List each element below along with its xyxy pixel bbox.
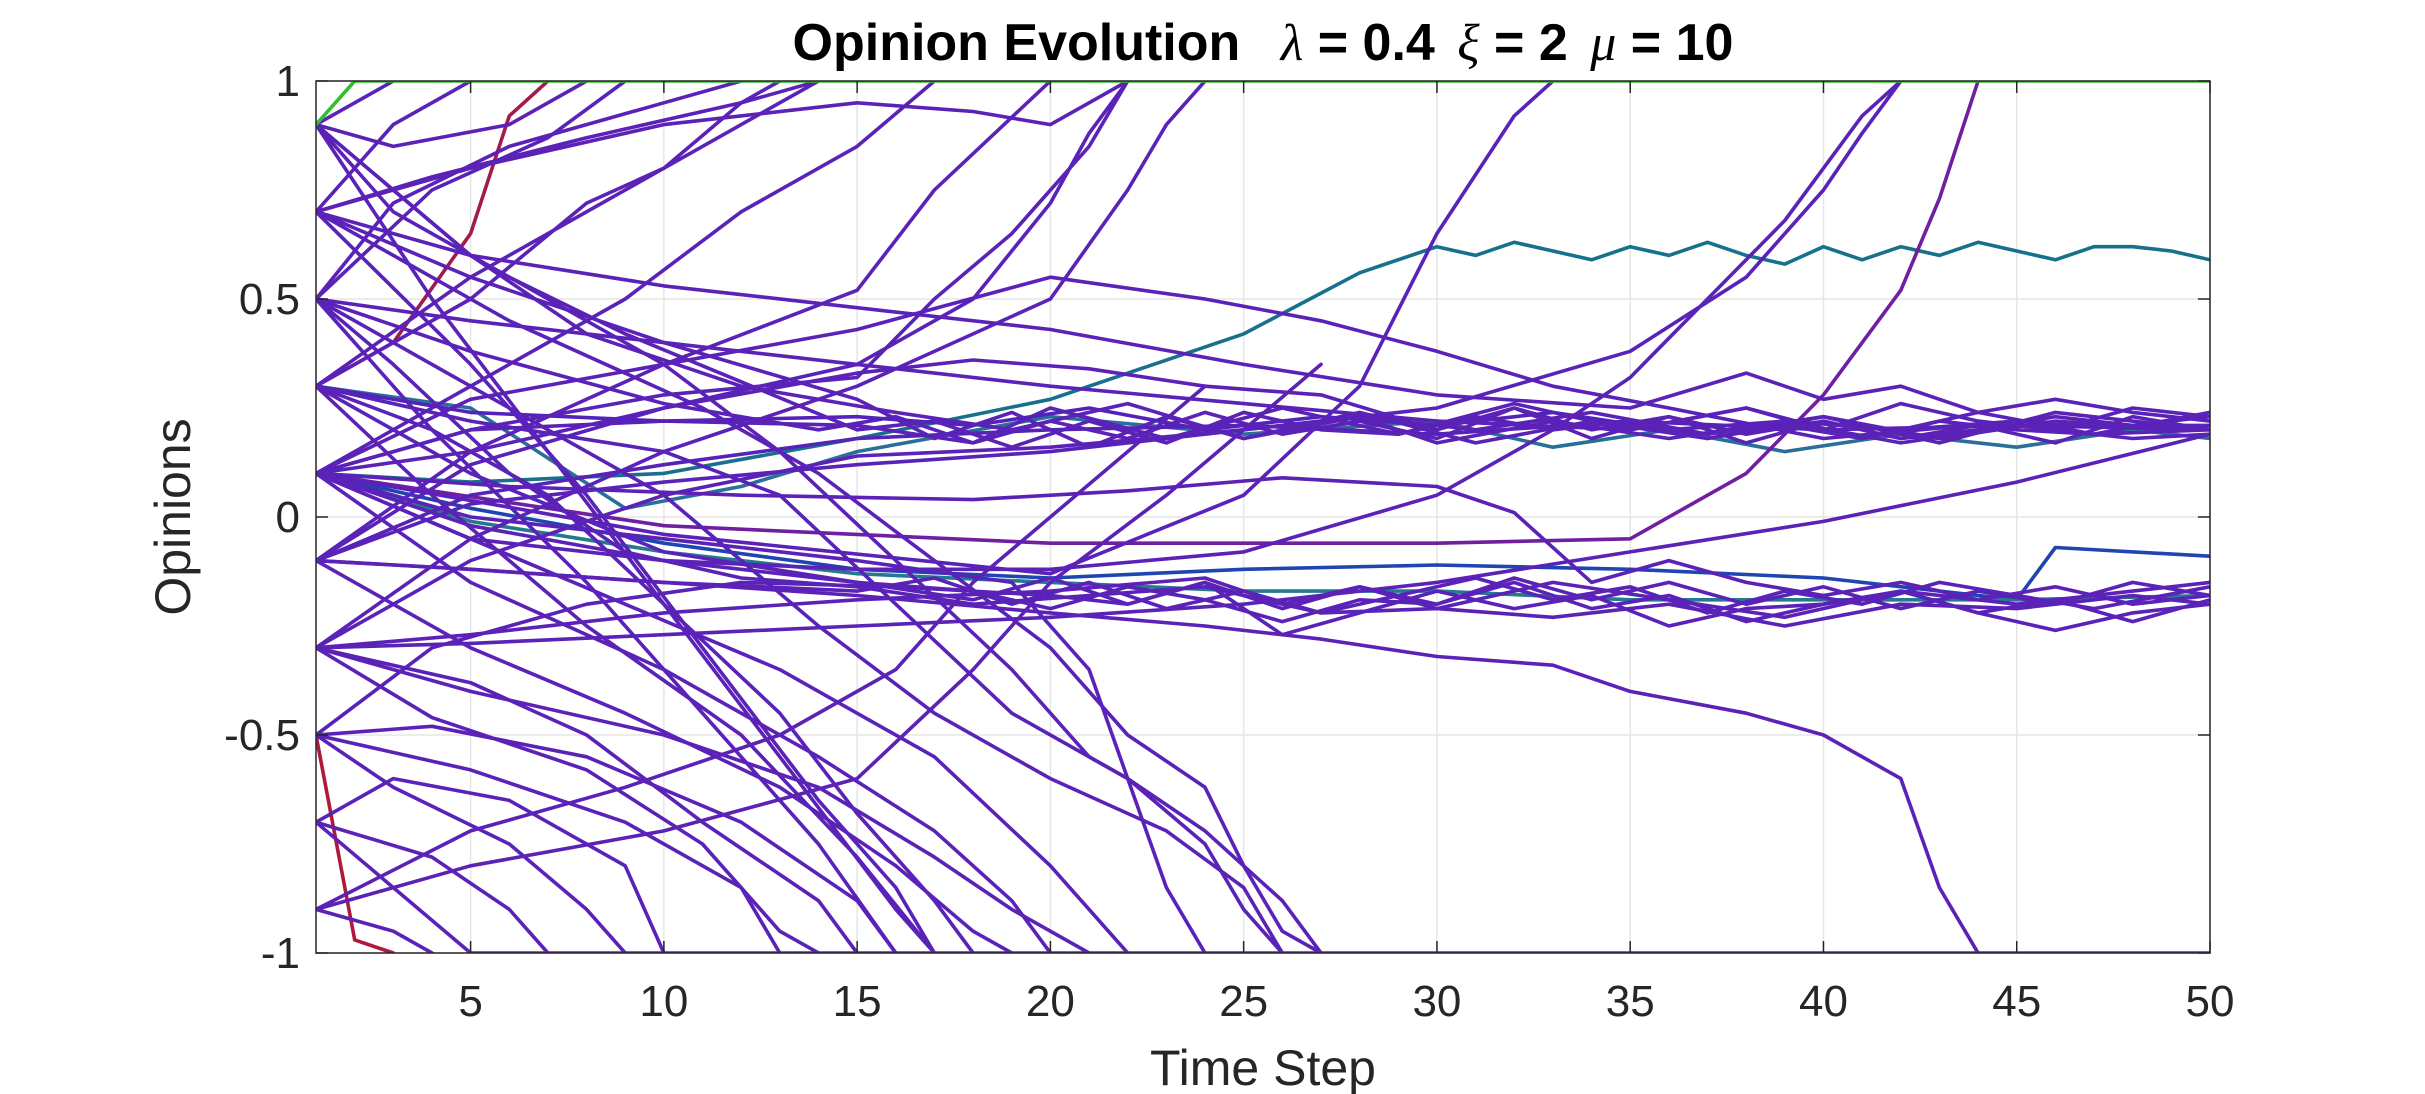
series-agent-magenta	[316, 81, 1980, 545]
series-agent-dn14	[316, 362, 1323, 912]
series-agent-up01	[316, 81, 473, 214]
series-agent-v17	[316, 297, 2210, 628]
series-agent-dn23	[316, 820, 550, 953]
xi-value: 2	[1539, 14, 1568, 72]
series-agent-dn05	[316, 558, 1014, 953]
series-agent-up16	[316, 81, 1903, 563]
series-agent-dn09	[316, 210, 937, 953]
x-tick-label-50: 50	[2186, 977, 2235, 1026]
series-agent-v09	[316, 414, 2210, 650]
tick-labels: 5 10 15 20 25 30 35 40 45 50 -1 -0.5 0 0.5 1	[224, 57, 2234, 1026]
series-agent-dn20	[316, 122, 1285, 953]
x-tick-label-20: 20	[1026, 977, 1075, 1026]
y-tick-label-1: 1	[276, 57, 300, 106]
x-tick-label-35: 35	[1606, 977, 1655, 1026]
series-agent-up15	[316, 81, 1555, 576]
series-agent-up04	[316, 81, 743, 301]
y-tick-label--1: -1	[261, 929, 300, 978]
series-agent-dn12	[316, 384, 1207, 912]
y-axis-label: Opinions	[145, 418, 201, 615]
series-agent-teal-upper	[316, 240, 2210, 484]
series-agent-v13	[316, 576, 2210, 650]
x-tick-label-30: 30	[1412, 977, 1461, 1026]
series-agent-dn25	[316, 646, 859, 953]
series-agent-green	[316, 81, 2210, 127]
series-agent-dn03	[316, 733, 627, 953]
series-agent-dn02	[316, 907, 434, 953]
x-tick-label-5: 5	[458, 977, 482, 1026]
series-agent-dn06	[316, 471, 1053, 953]
chart-title-prefix: Opinion Evolution	[793, 14, 1241, 72]
mu-symbol: μ	[1589, 15, 1616, 72]
x-tick-label-25: 25	[1219, 977, 1268, 1026]
series-agent-up10	[316, 81, 1130, 476]
series-agent-dn19	[316, 210, 1323, 953]
series-agent-up14	[316, 81, 1903, 572]
series-agent-up08	[316, 81, 937, 476]
chart-title: Opinion Evolution λ = 0.4 ξ = 2 μ = 10	[793, 14, 1734, 72]
x-tick-label-40: 40	[1799, 977, 1848, 1026]
series-agent-dn16	[316, 471, 1130, 953]
series-agent-up17	[316, 81, 1207, 650]
series-agent-dn13	[316, 724, 898, 953]
series-agent-v18	[316, 471, 2210, 606]
series-agent-up09	[316, 81, 1053, 563]
series-agent-up02	[316, 81, 396, 127]
y-tick-label-0: 0	[276, 493, 300, 542]
series-agent-dn04	[316, 646, 821, 953]
series-agent-dn21	[316, 558, 1980, 953]
lambda-symbol: λ	[1279, 15, 1304, 72]
xi-symbol: ξ	[1457, 15, 1480, 72]
lambda-value: 0.4	[1363, 14, 1435, 72]
y-tick-label--0.5: -0.5	[224, 711, 300, 760]
x-tick-label-45: 45	[1992, 977, 2041, 1026]
series-agent-dn11	[316, 776, 666, 953]
series-agent-dn22	[316, 471, 1207, 953]
x-axis-label: Time Step	[1150, 1040, 1376, 1094]
series-agent-v19	[316, 210, 2210, 423]
series-agent-dn24	[316, 733, 782, 953]
series-agent-dn15	[316, 646, 1091, 953]
y-tick-label-0.5: 0.5	[239, 275, 300, 324]
series-agent-up11	[316, 81, 1130, 563]
mu-value: 10	[1676, 14, 1734, 72]
series-agent-dn26	[316, 384, 975, 953]
x-tick-label-15: 15	[833, 977, 882, 1026]
x-tick-label-10: 10	[639, 977, 688, 1026]
series-agent-v15	[316, 432, 2210, 650]
series-agent-v03	[316, 406, 2210, 476]
series-lines	[316, 81, 2210, 953]
series-agent-crimson-2	[316, 733, 396, 953]
series-agent-up13	[316, 81, 1130, 214]
series-agent-up06	[316, 81, 589, 149]
